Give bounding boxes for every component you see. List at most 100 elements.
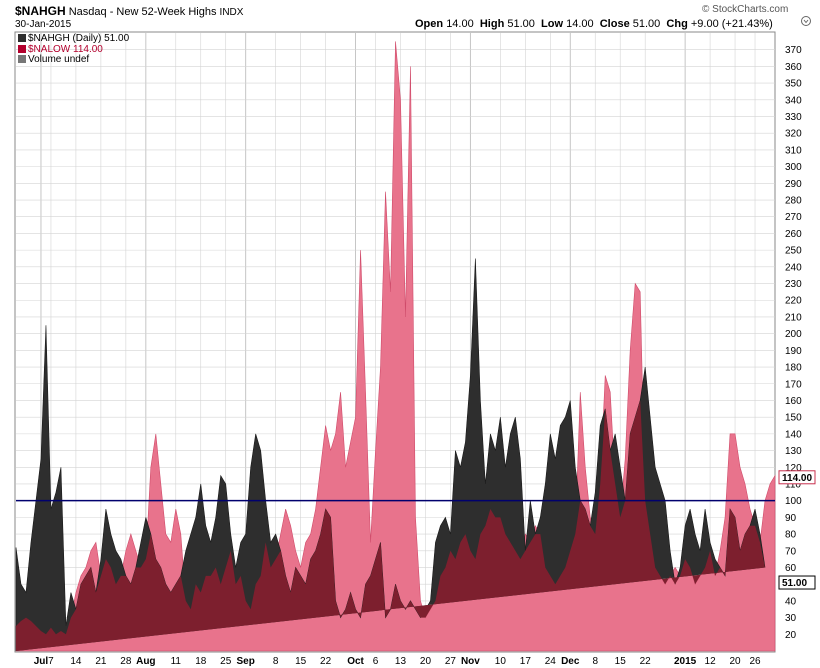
y-tick-label: 120 bbox=[785, 463, 802, 474]
x-tick-label: 2015 bbox=[674, 656, 697, 667]
x-tick-label: 11 bbox=[171, 656, 182, 667]
y-tick-label: 300 bbox=[785, 162, 802, 173]
y-tick-label: 360 bbox=[785, 62, 802, 73]
x-tick-label: Aug bbox=[136, 656, 155, 667]
legend-volume-swatch bbox=[18, 55, 26, 63]
x-tick-label: 6 bbox=[373, 656, 379, 667]
x-tick-label: 12 bbox=[705, 656, 717, 667]
x-axis: Jul 7 14 21 28 Aug 11 18 25 Sep 8 15 22 Oct 6 13 20 27 Nov… bbox=[34, 656, 761, 667]
settings-icon[interactable] bbox=[801, 16, 811, 26]
x-tick-label: 22 bbox=[640, 656, 652, 667]
last-value-box bbox=[778, 470, 816, 485]
x-tick-label: 13 bbox=[395, 656, 407, 667]
ohlc-readout: Open 14.00 High 51.00 Low 14.00 Close 51… bbox=[415, 18, 773, 30]
exchange-text: INDX bbox=[219, 7, 244, 18]
x-tick-label: 15 bbox=[295, 656, 307, 667]
y-tick-label: 310 bbox=[785, 145, 802, 156]
y-tick-label: 140 bbox=[785, 429, 802, 440]
brand-text: © StockCharts.com bbox=[702, 4, 789, 15]
x-tick-label: 18 bbox=[195, 656, 207, 667]
y-tick-label: 320 bbox=[785, 129, 802, 140]
legend-highs-swatch bbox=[18, 34, 26, 42]
last-value-labels: 114.00 51.00 bbox=[778, 470, 816, 590]
y-tick-label: 170 bbox=[785, 379, 802, 390]
symbol-name: Nasdaq - New 52-Week Highs bbox=[68, 6, 217, 18]
y-tick-label: 20 bbox=[785, 630, 797, 641]
y-tick-label: 180 bbox=[785, 363, 802, 374]
last-value-label: 114.00 bbox=[782, 473, 812, 484]
symbol-text: $NAHGH bbox=[15, 4, 66, 18]
legend-lows: $NALOW 114.00 bbox=[18, 44, 103, 55]
y-tick-label: 70 bbox=[785, 546, 797, 557]
x-tick-label: 20 bbox=[420, 656, 432, 667]
close-label: Close bbox=[599, 18, 630, 30]
y-tick-label: 160 bbox=[785, 396, 802, 407]
legend-volume: Volume undef bbox=[18, 54, 89, 65]
y-tick-label: 100 bbox=[785, 496, 802, 507]
y-tick-label: 350 bbox=[785, 79, 802, 90]
y-tick-label: 110 bbox=[785, 479, 801, 490]
y-tick-label: 240 bbox=[785, 262, 802, 273]
open-label: Open bbox=[415, 18, 444, 30]
x-tick-label: Dec bbox=[561, 656, 580, 667]
x-tick-label: Jul bbox=[34, 656, 49, 667]
legend-highs: $NAHGH (Daily) 51.00 bbox=[18, 33, 129, 44]
x-tick-label: 10 bbox=[495, 656, 507, 667]
legend-lows-swatch bbox=[18, 45, 26, 53]
y-tick-label: 230 bbox=[785, 279, 802, 290]
x-tick-label: 8 bbox=[273, 656, 279, 667]
x-tick-label: 27 bbox=[445, 656, 457, 667]
x-tick-label: 15 bbox=[615, 656, 627, 667]
legend-volume-label: Volume undef bbox=[28, 54, 90, 65]
y-tick-label: 260 bbox=[785, 229, 802, 240]
low-value: 14.00 bbox=[566, 18, 594, 30]
y-tick-label: 290 bbox=[785, 179, 802, 190]
x-tick-label: Nov bbox=[461, 656, 480, 667]
y-tick-label: 370 bbox=[785, 45, 802, 56]
close-value: 51.00 bbox=[632, 18, 661, 30]
legend-lows-label: $NALOW 114.00 bbox=[28, 44, 103, 55]
x-tick-label: 14 bbox=[70, 656, 82, 667]
y-tick-label: 270 bbox=[785, 212, 802, 223]
x-tick-label: 7 bbox=[48, 656, 54, 667]
y-tick-label: 200 bbox=[785, 329, 802, 340]
last-value-box bbox=[778, 575, 816, 590]
y-tick-label: 210 bbox=[785, 312, 802, 323]
x-tick-label: 20 bbox=[729, 656, 741, 667]
chg-value: +9.00 (+21.43%) bbox=[690, 18, 773, 30]
y-tick-label: 190 bbox=[785, 346, 802, 357]
legend-highs-label: $NAHGH (Daily) 51.00 bbox=[28, 33, 130, 44]
y-tick-label: 340 bbox=[785, 95, 802, 106]
chart-title: $NAHGH Nasdaq - New 52-Week Highs INDX bbox=[15, 4, 243, 18]
low-label: Low bbox=[541, 18, 564, 30]
x-tick-label: 21 bbox=[95, 656, 107, 667]
x-tick-label: 28 bbox=[120, 656, 132, 667]
overlap-area bbox=[16, 400, 766, 651]
last-value-label: 51.00 bbox=[782, 578, 807, 589]
chart-date: 30-Jan-2015 bbox=[15, 19, 72, 30]
chg-label: Chg bbox=[666, 18, 688, 30]
x-tick-label: Sep bbox=[237, 656, 255, 667]
x-tick-label: 17 bbox=[520, 656, 532, 667]
y-tick-label: 60 bbox=[785, 563, 797, 574]
x-tick-label: 22 bbox=[320, 656, 332, 667]
y-tick-label: 40 bbox=[785, 596, 797, 607]
y-tick-label: 150 bbox=[785, 413, 802, 424]
y-tick-label: 330 bbox=[785, 112, 802, 123]
high-value: 51.00 bbox=[507, 18, 535, 30]
y-tick-label: 280 bbox=[785, 196, 802, 207]
x-tick-label: 8 bbox=[592, 656, 598, 667]
y-tick-label: 90 bbox=[785, 513, 797, 524]
y-tick-label: 130 bbox=[785, 446, 802, 457]
open-value: 14.00 bbox=[446, 18, 474, 30]
y-tick-label: 30 bbox=[785, 613, 797, 624]
x-tick-label: 24 bbox=[545, 656, 557, 667]
x-tick-label: 25 bbox=[220, 656, 232, 667]
high-label: High bbox=[479, 18, 505, 30]
y-axis: 2030405060708090100110120130140150160170… bbox=[785, 45, 802, 641]
y-tick-label: 80 bbox=[785, 530, 797, 541]
y-tick-label: 220 bbox=[785, 296, 802, 307]
x-tick-label: 26 bbox=[749, 656, 761, 667]
x-tick-label: Oct bbox=[347, 656, 364, 667]
